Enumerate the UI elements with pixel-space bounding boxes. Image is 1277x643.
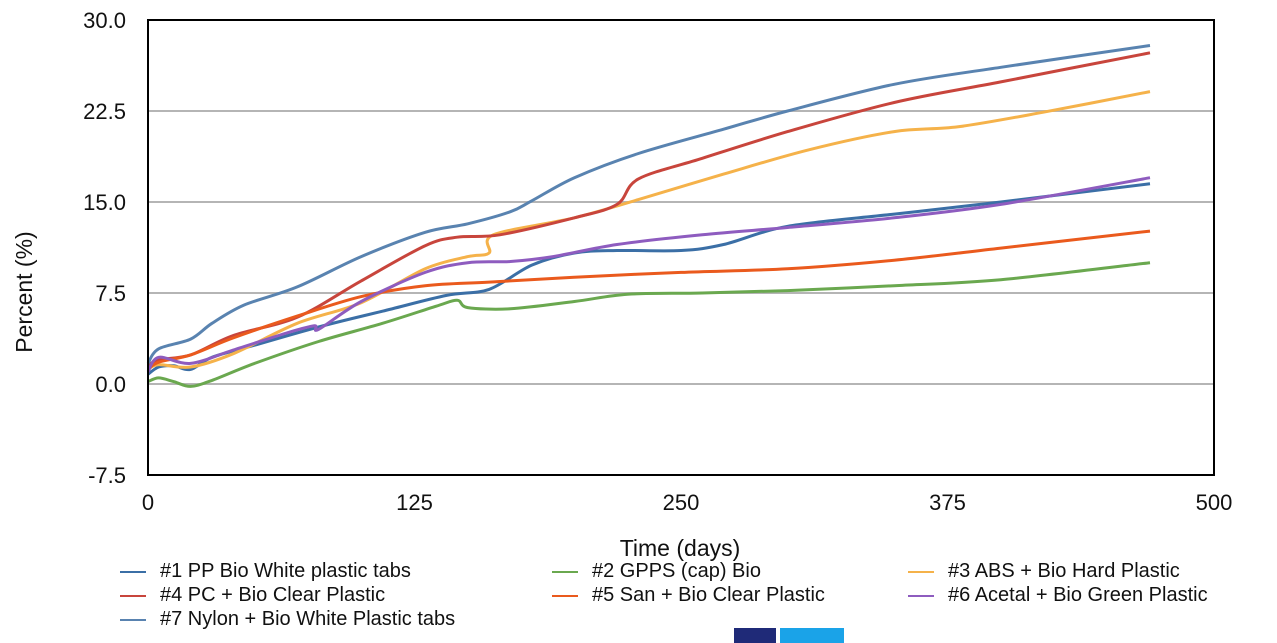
legend-item: #3 ABS + Bio Hard Plastic — [908, 560, 1180, 583]
series-line-6 — [146, 176, 1151, 373]
gridlines — [148, 110, 1214, 385]
legend-swatch — [120, 570, 146, 573]
legend-label: #2 GPPS (cap) Bio — [592, 560, 761, 582]
series-line-7 — [146, 44, 1151, 365]
y-axis-ticks: -7.5 0.0 7.5 15.0 22.5 30.0 — [83, 8, 126, 488]
series-line-5 — [147, 229, 1151, 371]
series-line-2 — [147, 261, 1151, 388]
legend-item: #6 Acetal + Bio Green Plastic — [908, 584, 1208, 607]
y-tick-label: 30.0 — [83, 8, 126, 33]
legend-label: #7 Nylon + Bio White Plastic tabs — [160, 608, 456, 630]
x-tick-label: 0 — [142, 490, 154, 515]
series-line-3 — [147, 90, 1151, 371]
legend-swatch — [120, 594, 146, 597]
x-axis-ticks: 0 125 250 375 500 — [142, 490, 1232, 515]
brand-logo — [734, 628, 844, 643]
x-tick-label: 375 — [929, 490, 966, 515]
legend-label: #5 San + Bio Clear Plastic — [592, 584, 825, 606]
legend-label: #1 PP Bio White plastic tabs — [160, 560, 411, 582]
plot-frame — [147, 19, 1215, 476]
legend-swatch — [908, 570, 934, 573]
legend-label: #3 ABS + Bio Hard Plastic — [948, 560, 1180, 582]
x-tick-label: 250 — [663, 490, 700, 515]
legend-item: #2 GPPS (cap) Bio — [552, 560, 761, 583]
x-axis-label: Time (days) — [620, 535, 741, 561]
y-tick-label: -7.5 — [88, 463, 126, 488]
y-tick-label: 7.5 — [95, 281, 126, 306]
y-tick-label: 0.0 — [95, 372, 126, 397]
legend-item: #1 PP Bio White plastic tabs — [120, 560, 411, 583]
y-axis-label: Percent (%) — [11, 231, 37, 352]
legend-item: #7 Nylon + Bio White Plastic tabs — [120, 608, 455, 631]
legend-swatch — [552, 594, 578, 597]
legend-item: #5 San + Bio Clear Plastic — [552, 584, 825, 607]
series-line-4 — [147, 51, 1151, 368]
y-tick-label: 22.5 — [83, 99, 126, 124]
legend-label: #4 PC + Bio Clear Plastic — [160, 584, 386, 606]
series-lines — [146, 44, 1151, 388]
legend-swatch — [120, 618, 146, 621]
x-tick-label: 500 — [1196, 490, 1233, 515]
legend-swatch — [908, 594, 934, 597]
x-tick-label: 125 — [396, 490, 433, 515]
legend-swatch — [552, 570, 578, 573]
y-tick-label: 15.0 — [83, 190, 126, 215]
legend-item: #4 PC + Bio Clear Plastic — [120, 584, 385, 607]
legend-label: #6 Acetal + Bio Green Plastic — [948, 584, 1208, 606]
